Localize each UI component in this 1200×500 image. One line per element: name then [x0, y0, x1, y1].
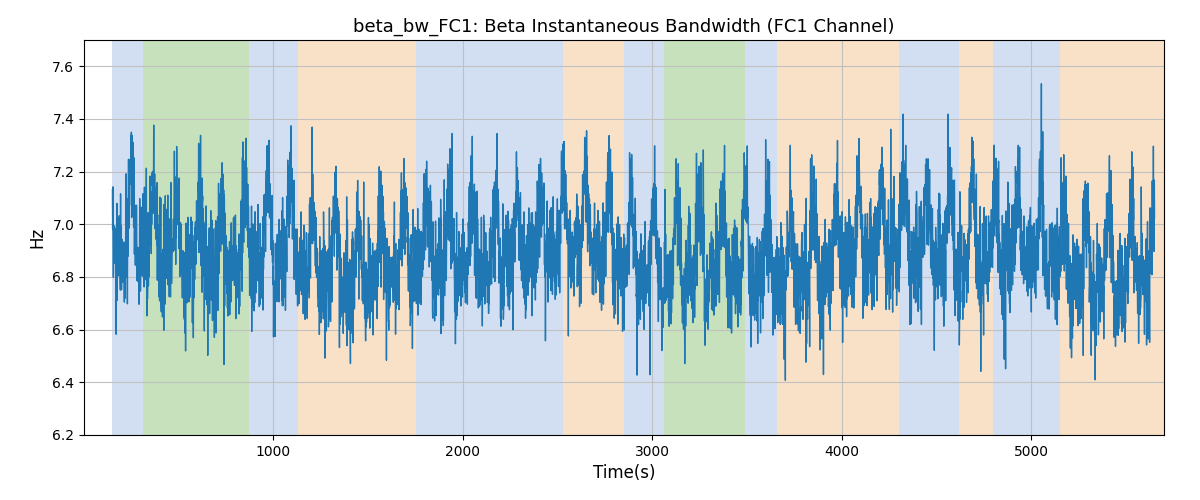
- Y-axis label: Hz: Hz: [29, 227, 47, 248]
- Bar: [959, 40, 994, 435]
- Bar: [664, 40, 745, 435]
- Title: beta_bw_FC1: Beta Instantaneous Bandwidth (FC1 Channel): beta_bw_FC1: Beta Instantaneous Bandwidt…: [353, 18, 895, 36]
- Bar: [994, 40, 1060, 435]
- Bar: [745, 40, 778, 435]
- Bar: [248, 40, 298, 435]
- Bar: [899, 40, 959, 435]
- Bar: [113, 40, 143, 435]
- Bar: [298, 40, 415, 435]
- Bar: [563, 40, 624, 435]
- Bar: [415, 40, 563, 435]
- Bar: [624, 40, 664, 435]
- Bar: [778, 40, 899, 435]
- Bar: [1060, 40, 1164, 435]
- X-axis label: Time(s): Time(s): [593, 464, 655, 482]
- Bar: [143, 40, 248, 435]
